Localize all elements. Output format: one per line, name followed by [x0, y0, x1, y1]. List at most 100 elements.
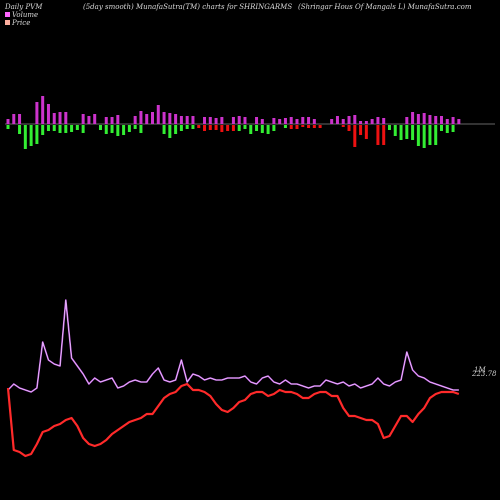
down-bar [445, 125, 449, 133]
down-bar [226, 125, 230, 131]
up-bar [104, 117, 108, 124]
down-bar [35, 125, 39, 144]
up-bar [208, 117, 212, 124]
up-bar [133, 116, 137, 124]
down-bar [266, 125, 270, 134]
up-bar [405, 117, 409, 124]
up-bar [162, 112, 166, 124]
up-bar [41, 96, 45, 124]
legend-price-label: Price [12, 19, 31, 27]
down-bar [23, 125, 27, 149]
down-bar [133, 125, 137, 129]
down-bar [301, 125, 305, 127]
down-bar [185, 125, 189, 129]
legend-volume-swatch [5, 12, 10, 17]
down-bar [422, 125, 426, 148]
down-bar [411, 125, 415, 140]
up-bar [370, 119, 374, 124]
up-bar [52, 113, 56, 124]
up-bar [231, 117, 235, 124]
up-bar [6, 119, 10, 124]
down-bar [174, 125, 178, 134]
down-bar [162, 125, 166, 134]
down-bar [208, 125, 212, 130]
down-bar [18, 125, 22, 134]
up-bar [335, 116, 339, 124]
up-bar [145, 114, 149, 124]
up-bar [116, 115, 120, 124]
down-bar [110, 125, 114, 133]
down-bar [283, 125, 287, 128]
up-bar [312, 119, 316, 124]
volume-scale-label: 1M [474, 366, 486, 374]
up-bar [341, 119, 345, 124]
down-bar [341, 125, 345, 127]
down-bar [260, 125, 264, 133]
up-bar [330, 119, 334, 124]
up-bar [151, 112, 154, 124]
down-bar [399, 125, 403, 140]
legend-volume: Volume [5, 11, 38, 19]
down-bar [41, 125, 45, 135]
down-bar [220, 125, 224, 132]
up-bar [272, 118, 276, 124]
up-bar [81, 114, 85, 124]
volume-line-highlight [7, 299, 459, 393]
down-bar [347, 125, 351, 131]
down-bar [255, 125, 259, 131]
down-bar [376, 125, 380, 145]
last-price-label: 223.78 [471, 370, 497, 378]
up-bar [214, 118, 218, 124]
down-bar [29, 125, 33, 146]
up-bar [283, 118, 287, 124]
down-bar [243, 125, 247, 129]
down-bar [203, 125, 207, 131]
down-bar [70, 125, 74, 132]
down-bar [52, 125, 56, 131]
up-bar [428, 115, 432, 124]
legend-price: Price [5, 19, 30, 27]
down-bar [237, 125, 241, 131]
down-bar [364, 125, 368, 139]
up-bar [220, 117, 224, 124]
down-bar [127, 125, 131, 132]
down-bar [122, 125, 126, 135]
up-bar [353, 115, 357, 124]
down-bar [197, 125, 201, 128]
down-bar [359, 125, 363, 135]
up-bar [156, 105, 160, 124]
down-bar [387, 125, 391, 130]
chart-title-middle: (5day smooth) MunafaSutra(TM) charts for… [83, 3, 293, 11]
legend-volume-label: Volume [12, 11, 39, 19]
up-bar [18, 114, 22, 124]
down-bar [191, 125, 195, 129]
up-bar [278, 119, 282, 124]
down-bar [428, 125, 432, 145]
up-bar [179, 116, 183, 124]
up-bar [376, 117, 380, 124]
down-bar [231, 125, 235, 131]
up-bar [364, 121, 368, 124]
up-bar [411, 112, 415, 124]
chart-title-right: (Shringar Hous Of Mangals L) MunafaSutra… [298, 3, 472, 11]
down-bar [75, 125, 79, 130]
down-bar [416, 125, 420, 146]
down-bar [393, 125, 397, 136]
down-bar [405, 125, 409, 139]
up-bar [64, 112, 68, 124]
down-bar [116, 125, 120, 136]
up-bar [203, 117, 207, 124]
down-bar [353, 125, 357, 147]
down-bar [58, 125, 62, 133]
down-bar [440, 125, 443, 131]
down-bar [318, 125, 322, 128]
up-bar [12, 114, 16, 124]
down-bar [6, 125, 10, 129]
up-bar [255, 117, 259, 124]
down-bar [98, 125, 102, 130]
down-bar [139, 125, 143, 133]
down-bar [168, 125, 172, 138]
up-bar [243, 117, 247, 124]
up-bar [191, 116, 195, 124]
